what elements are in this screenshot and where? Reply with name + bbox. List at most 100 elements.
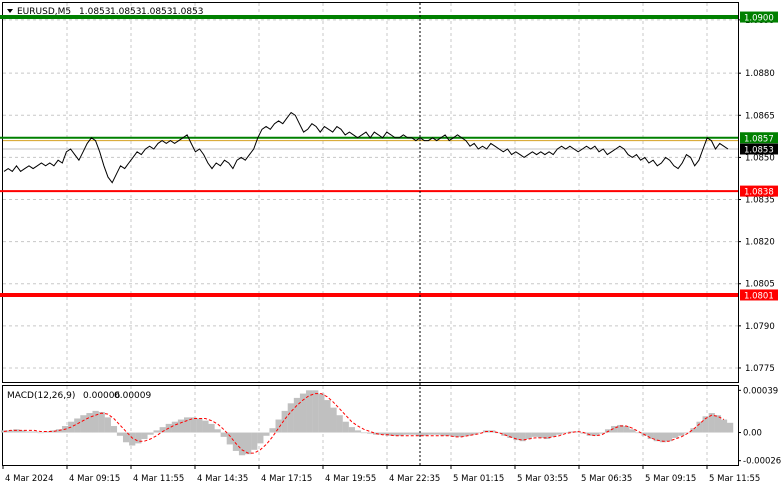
macd-histogram-bar xyxy=(208,423,215,433)
macd-histogram-bar xyxy=(720,419,728,433)
y-tick-label: 1.0805 xyxy=(745,280,775,290)
dropdown-triangle-icon[interactable] xyxy=(7,9,13,13)
macd-histogram-bar xyxy=(31,431,38,433)
macd-name: MACD(12,26,9) xyxy=(7,391,75,401)
x-tick-label: 5 Mar 09:15 xyxy=(645,474,696,484)
x-tick-label: 5 Mar 01:15 xyxy=(453,474,504,484)
macd-histogram-bar xyxy=(458,432,465,437)
macd-histogram-bar xyxy=(708,413,715,433)
macd-histogram-bar xyxy=(629,429,636,433)
y-axis: 1.08991.08801.08651.08501.08351.08201.08… xyxy=(738,11,781,467)
x-tick-label: 5 Mar 06:35 xyxy=(581,474,632,484)
macd-histogram-bar xyxy=(263,432,270,436)
ohlc-open: 1.0853 xyxy=(79,7,111,17)
x-tick-label: 5 Mar 03:55 xyxy=(517,474,568,484)
macd-histogram-bar xyxy=(391,432,398,436)
macd-histogram-bar xyxy=(531,432,538,437)
level-price-label: 1.0900 xyxy=(744,14,774,24)
macd-histogram-bar xyxy=(415,432,423,436)
current-price-label: 1.0853 xyxy=(744,145,774,155)
macd-histogram-bar xyxy=(525,432,532,440)
macd-histogram-bar xyxy=(43,431,50,433)
macd-histogram-bar xyxy=(226,432,233,445)
macd-histogram-bar xyxy=(116,432,124,436)
x-tick-label: 4 Mar 17:15 xyxy=(261,474,312,484)
macd-histogram-bar xyxy=(25,431,32,433)
macd-histogram-bar xyxy=(476,432,484,434)
macd-histogram-bar xyxy=(428,432,435,435)
level-price-tag xyxy=(740,289,778,301)
macd-histogram-bar xyxy=(513,432,520,441)
macd-histogram-bar xyxy=(306,390,313,433)
ohlc-low: 1.0853 xyxy=(141,7,173,17)
macd-series xyxy=(0,390,734,456)
macd-histogram-bar xyxy=(653,432,661,442)
macd-signal-value: 0.00009 xyxy=(114,391,151,401)
macd-histogram-bar xyxy=(37,432,44,434)
macd-header: MACD(12,26,9) 0.00006 0.00009 xyxy=(7,391,151,401)
macd-histogram-bar xyxy=(562,432,569,434)
macd-histogram-bar xyxy=(550,432,557,437)
macd-histogram-bar xyxy=(617,424,624,433)
macd-histogram-bar xyxy=(507,432,514,438)
macd-histogram-bar xyxy=(251,432,258,450)
macd-histogram-bar xyxy=(598,432,606,434)
macd-histogram-bar xyxy=(348,427,355,433)
macd-histogram-bar xyxy=(568,431,575,433)
macd-histogram-bar xyxy=(324,400,331,433)
x-tick-label: 4 Mar 19:55 xyxy=(325,474,376,484)
macd-histogram-bar xyxy=(397,432,404,436)
x-tick-label: 4 Mar 09:15 xyxy=(69,474,120,484)
macd-histogram-bar xyxy=(220,432,227,437)
macd-histogram-bar xyxy=(543,432,551,440)
macd-histogram-bar xyxy=(55,429,63,433)
macd-histogram-bar xyxy=(659,432,667,443)
macd-histogram-bar xyxy=(232,432,240,451)
x-tick-label: 4 Mar 14:35 xyxy=(197,474,248,484)
macd-histogram-bar xyxy=(318,393,325,433)
macd-histogram-bar xyxy=(641,432,648,436)
symbol-header: EURUSD,M5 1.0853 1.0853 1.0853 1.0853 xyxy=(7,7,204,17)
macd-histogram-bar xyxy=(592,432,600,436)
macd-histogram-bar xyxy=(452,432,459,437)
level-lines xyxy=(0,15,738,297)
macd-histogram-bar xyxy=(501,432,508,436)
symbol-label: EURUSD,M5 xyxy=(17,7,71,17)
macd-histogram-bar xyxy=(379,432,386,435)
macd-histogram-bar xyxy=(171,421,179,433)
macd-histogram-bar xyxy=(13,429,20,433)
y-tick-label: 1.0775 xyxy=(745,364,775,374)
macd-histogram-bar xyxy=(122,432,130,443)
y-tick-label: 1.0790 xyxy=(745,322,775,332)
macd-histogram-bar xyxy=(726,422,734,433)
macd-histogram-bar xyxy=(611,426,618,433)
macd-histogram-bar xyxy=(214,429,221,433)
macd-histogram-bar xyxy=(684,432,691,434)
macd-histogram-bar xyxy=(129,432,136,446)
macd-value: 0.00006 xyxy=(83,391,120,401)
macd-histogram-bar xyxy=(245,432,252,455)
macd-histogram-bar xyxy=(147,432,154,435)
macd-histogram-bar xyxy=(7,430,14,433)
y-tick-label: 1.0880 xyxy=(745,69,775,79)
price-series xyxy=(3,111,729,184)
macd-histogram-bar xyxy=(623,426,630,433)
macd-histogram-bar xyxy=(159,427,166,433)
macd-histogram-bar xyxy=(354,430,362,433)
macd-histogram-bar xyxy=(678,432,685,436)
macd-histogram-bar xyxy=(495,432,502,434)
macd-histogram-bar xyxy=(690,428,697,433)
macd-histogram-bar xyxy=(177,419,185,433)
x-tick-label: 5 Mar 11:55 xyxy=(709,474,760,484)
macd-histogram-bar xyxy=(586,432,593,436)
current-price-tag xyxy=(740,143,778,155)
macd-histogram-bar xyxy=(19,430,26,433)
y-tick-label: 1.0820 xyxy=(745,238,775,248)
ohlc-close: 1.0853 xyxy=(172,7,204,17)
macd-histogram-bar xyxy=(409,432,416,435)
macd-histogram-bar xyxy=(49,430,57,433)
macd-histogram-bar xyxy=(367,432,374,434)
macd-histogram-bar xyxy=(110,426,118,433)
